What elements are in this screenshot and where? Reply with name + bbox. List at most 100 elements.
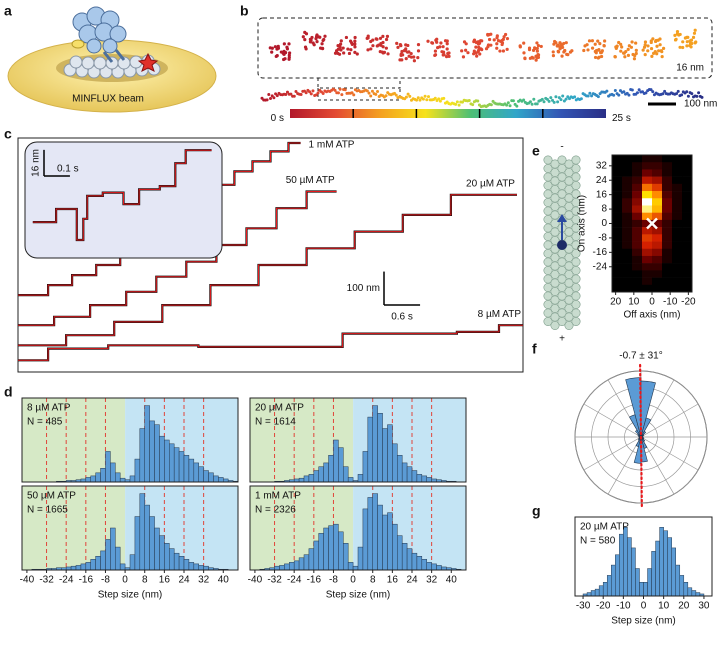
y-tick-label: 32 (596, 160, 608, 171)
trajectory-dot (441, 45, 445, 49)
trajectory-dot (562, 41, 566, 46)
bar (426, 562, 432, 571)
trajectory-dot (492, 38, 496, 42)
bar (377, 504, 383, 571)
trajectory-dot (590, 39, 595, 43)
bar (298, 557, 305, 571)
trajectory-dot (339, 39, 343, 43)
trajectory-dot (464, 42, 468, 46)
bar (687, 587, 693, 597)
kinesin-arrowhead (557, 214, 567, 222)
scale-bar-label: 0.1 s (57, 164, 79, 175)
colorbar (290, 109, 606, 118)
trajectory-dot (404, 57, 408, 61)
heat-cell (662, 241, 673, 250)
heat-cell (682, 234, 693, 242)
trajectory-dot (308, 40, 313, 44)
x-tick-label: 20 (678, 601, 690, 612)
bar (619, 533, 624, 597)
hist-title: 8 µM ATP (27, 403, 71, 414)
heat-cell (622, 183, 633, 192)
heat-cell (612, 162, 623, 170)
trajectory-dot (349, 48, 353, 52)
zoom-box (257, 17, 713, 79)
heat-cell (672, 248, 683, 257)
x-tick-label: 32 (426, 575, 438, 586)
trajectory-dot (532, 97, 536, 101)
trajectory-dot (412, 55, 416, 59)
heat-cell (612, 169, 623, 177)
bar (347, 562, 354, 571)
plot-frame (17, 137, 524, 373)
trajectory-dot (650, 54, 654, 58)
bar (639, 582, 644, 597)
bar (411, 470, 418, 483)
bar (154, 424, 160, 483)
trajectory-dot (268, 96, 272, 100)
heat-cell (612, 255, 623, 264)
hist-annotation: N = 1665 (27, 505, 68, 516)
x-tick-label: 8 (370, 575, 376, 586)
tubulin (571, 257, 581, 267)
hist-annotation: N = 2326 (255, 505, 296, 516)
heat-cell (672, 219, 683, 228)
trajectory-dot (690, 41, 694, 46)
wedge (640, 436, 648, 463)
trajectory-dot (435, 37, 439, 41)
bar (198, 565, 204, 571)
trajectory-dot (308, 90, 312, 94)
trajectory-dot (549, 96, 553, 100)
scale-bar-label: 16 nm (31, 149, 42, 177)
tubulin (564, 320, 574, 330)
trajectory-dot (617, 40, 621, 45)
trajectory-dot (523, 56, 527, 61)
trajectory-dot (690, 92, 694, 96)
heat-cell (682, 205, 693, 213)
trajectory-dot (683, 36, 687, 40)
trajectory-dot (573, 95, 577, 99)
mean-direction (639, 363, 643, 511)
bar (318, 533, 324, 571)
trajectory-dot (533, 46, 537, 51)
bar (169, 548, 175, 571)
trajectory-dot (501, 37, 505, 41)
trajectory-dot (339, 42, 343, 46)
x-tick-label: -30 (576, 601, 591, 612)
tubulin (571, 299, 581, 309)
trajectory-dot (461, 55, 466, 59)
plot-frame (21, 485, 239, 571)
tubulin (571, 155, 581, 165)
x-tick-label: 24 (406, 575, 418, 586)
trajectory-dot (460, 100, 464, 104)
y-tick-label: -8 (598, 233, 607, 244)
polar-spoke (640, 436, 699, 471)
trajectory-dot (416, 96, 420, 100)
heat-cell (642, 277, 653, 286)
trajectory-dot (378, 36, 383, 40)
trajectory-dot (454, 102, 458, 106)
trajectory-dot (267, 93, 271, 97)
microtubule (543, 155, 581, 330)
trajectory-dot (288, 51, 292, 55)
trajectory-dot (659, 49, 663, 53)
heat-cell (662, 270, 673, 278)
x-tick-label: 10 (658, 601, 670, 612)
trajectory-dot (472, 49, 476, 53)
trajectory-dot (686, 35, 690, 39)
x-tick-label: -16 (307, 575, 322, 586)
trajectory-dot (655, 44, 659, 48)
trajectory-dot (374, 92, 378, 96)
heat-cell (662, 248, 673, 257)
bar (85, 477, 91, 483)
trajectory-dot (367, 91, 371, 95)
trajectory-dot (272, 96, 276, 100)
trajectory-dot (540, 97, 544, 101)
trajectory-dot (566, 53, 570, 57)
bar (392, 443, 398, 483)
bar (663, 530, 668, 597)
kinesin-head (557, 240, 567, 250)
bar (679, 575, 685, 597)
trajectory-dot (445, 42, 449, 46)
trajectory-dot (568, 50, 573, 54)
bar (406, 466, 413, 483)
